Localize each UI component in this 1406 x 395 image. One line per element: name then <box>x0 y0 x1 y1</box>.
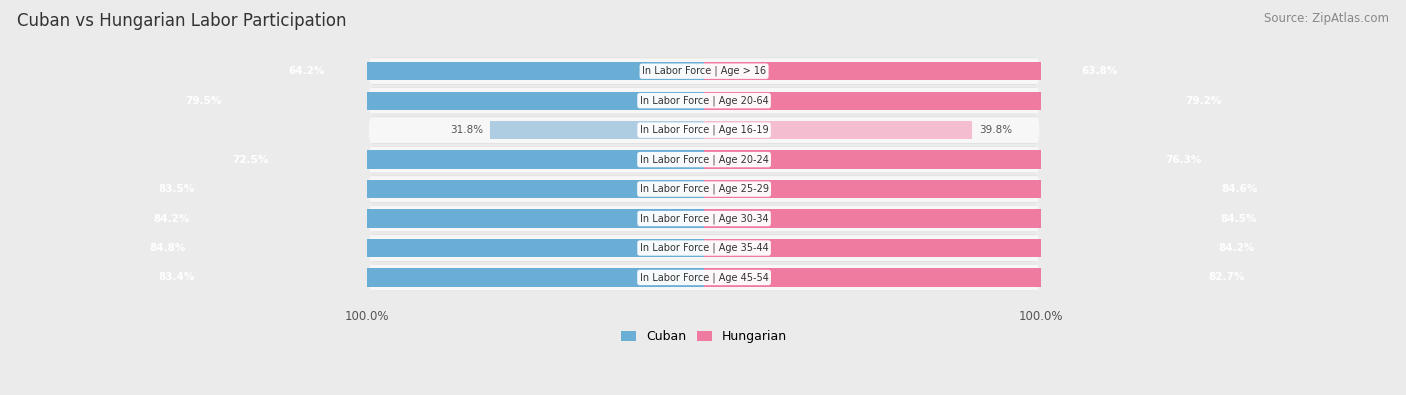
Text: 83.5%: 83.5% <box>157 184 194 194</box>
FancyBboxPatch shape <box>370 264 1038 291</box>
Text: In Labor Force | Age 30-34: In Labor Force | Age 30-34 <box>640 213 769 224</box>
Text: 79.2%: 79.2% <box>1185 96 1222 105</box>
FancyBboxPatch shape <box>368 235 1039 261</box>
FancyBboxPatch shape <box>370 87 1038 114</box>
Text: 84.2%: 84.2% <box>1219 243 1256 253</box>
FancyBboxPatch shape <box>368 58 1039 84</box>
Text: 63.8%: 63.8% <box>1081 66 1118 76</box>
Text: 84.8%: 84.8% <box>149 243 186 253</box>
Bar <box>704 209 1274 228</box>
Bar <box>704 150 1219 169</box>
FancyBboxPatch shape <box>370 235 1038 261</box>
FancyBboxPatch shape <box>368 88 1039 114</box>
Text: 84.2%: 84.2% <box>153 214 190 224</box>
Bar <box>169 92 704 110</box>
Bar <box>704 92 1239 110</box>
Text: 31.8%: 31.8% <box>450 125 482 135</box>
Bar <box>142 268 704 287</box>
Bar <box>704 180 1274 198</box>
Text: In Labor Force | Age 20-64: In Labor Force | Age 20-64 <box>640 96 769 106</box>
Bar <box>704 268 1261 287</box>
Text: 76.3%: 76.3% <box>1166 154 1202 165</box>
Text: In Labor Force | Age > 16: In Labor Force | Age > 16 <box>643 66 766 76</box>
FancyBboxPatch shape <box>368 147 1039 173</box>
FancyBboxPatch shape <box>368 117 1039 143</box>
FancyBboxPatch shape <box>368 265 1039 290</box>
Bar <box>271 62 704 80</box>
Text: In Labor Force | Age 16-19: In Labor Force | Age 16-19 <box>640 125 769 135</box>
Bar <box>132 239 704 257</box>
Legend: Cuban, Hungarian: Cuban, Hungarian <box>616 325 792 348</box>
Bar <box>704 121 973 139</box>
Text: 72.5%: 72.5% <box>232 154 269 165</box>
Text: 82.7%: 82.7% <box>1209 273 1244 282</box>
Text: Source: ZipAtlas.com: Source: ZipAtlas.com <box>1264 12 1389 25</box>
FancyBboxPatch shape <box>370 175 1038 203</box>
Text: In Labor Force | Age 20-24: In Labor Force | Age 20-24 <box>640 154 769 165</box>
Text: In Labor Force | Age 35-44: In Labor Force | Age 35-44 <box>640 243 769 253</box>
Text: 39.8%: 39.8% <box>979 125 1012 135</box>
Bar <box>215 150 704 169</box>
FancyBboxPatch shape <box>370 146 1038 173</box>
FancyBboxPatch shape <box>368 205 1039 231</box>
Text: 64.2%: 64.2% <box>288 66 325 76</box>
Bar <box>136 209 704 228</box>
FancyBboxPatch shape <box>370 58 1038 85</box>
Text: 84.6%: 84.6% <box>1222 184 1257 194</box>
Text: In Labor Force | Age 45-54: In Labor Force | Age 45-54 <box>640 272 769 283</box>
Bar <box>489 121 704 139</box>
Text: Cuban vs Hungarian Labor Participation: Cuban vs Hungarian Labor Participation <box>17 12 346 30</box>
FancyBboxPatch shape <box>370 117 1038 144</box>
Bar <box>704 239 1272 257</box>
Bar <box>141 180 704 198</box>
Text: 79.5%: 79.5% <box>186 96 221 105</box>
Text: 83.4%: 83.4% <box>159 273 195 282</box>
Text: In Labor Force | Age 25-29: In Labor Force | Age 25-29 <box>640 184 769 194</box>
FancyBboxPatch shape <box>368 176 1039 202</box>
FancyBboxPatch shape <box>370 205 1038 232</box>
Bar <box>704 62 1135 80</box>
Text: 84.5%: 84.5% <box>1220 214 1257 224</box>
